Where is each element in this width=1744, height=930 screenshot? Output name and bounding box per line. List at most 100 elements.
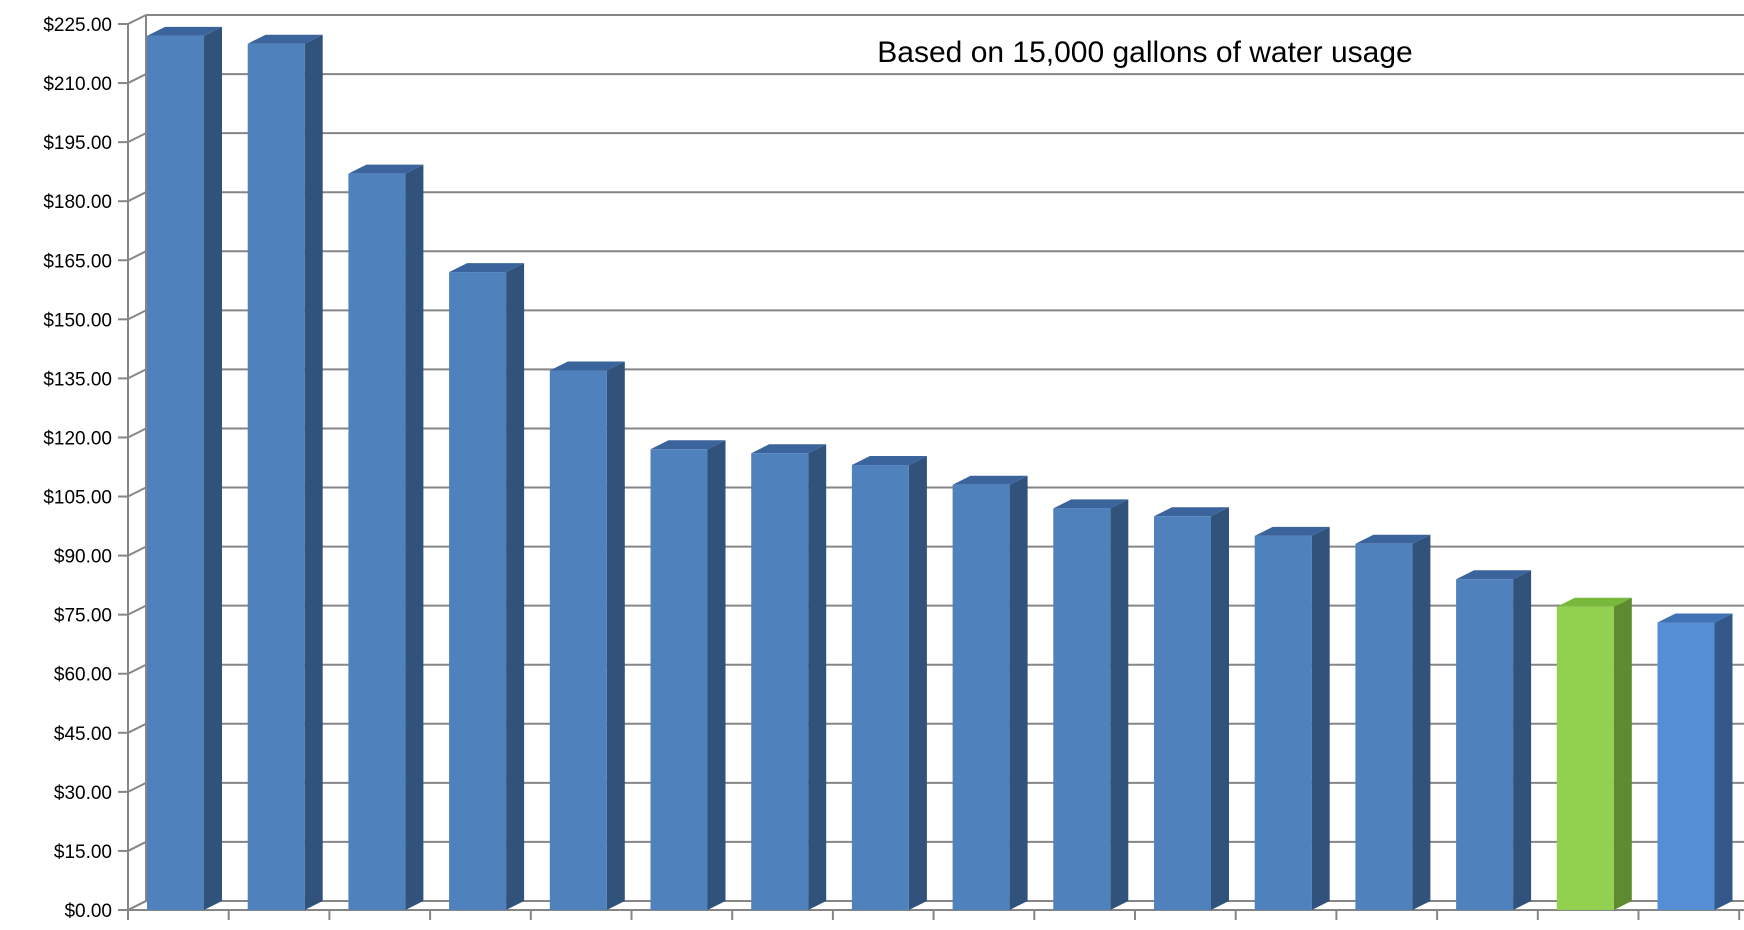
bar-top [449, 263, 525, 273]
bar-front [1355, 543, 1413, 910]
bar-top [1355, 534, 1431, 544]
y-tick-label: $210.00 [43, 74, 112, 95]
bar-top [751, 444, 827, 454]
bar-side [1009, 475, 1028, 910]
bar-side [304, 34, 323, 910]
bar [549, 361, 625, 911]
bar-top [650, 440, 726, 450]
y-tick-label: $105.00 [43, 488, 112, 509]
bar-top [147, 26, 222, 36]
gridline-connector [127, 250, 147, 262]
bar-side [908, 456, 927, 910]
y-tick-label: $90.00 [54, 547, 112, 568]
bar [1355, 534, 1431, 910]
bar [650, 440, 726, 910]
bar-front [952, 484, 1010, 910]
bar-top [952, 475, 1028, 485]
gridline-connector [127, 368, 147, 380]
bar-top [1456, 570, 1532, 580]
bar-front [851, 465, 909, 910]
gridline-connector [127, 545, 147, 557]
bar [1254, 526, 1330, 910]
bar-side [707, 440, 726, 910]
bar [1556, 597, 1632, 910]
bar-front [348, 173, 406, 910]
gridline-connector [127, 73, 147, 84]
bar-front [549, 370, 607, 911]
bar [147, 26, 222, 910]
y-tick-label: $30.00 [54, 783, 112, 804]
bar-front [1254, 535, 1312, 910]
bar [952, 475, 1028, 910]
bar-side [808, 444, 827, 910]
bar-front [147, 35, 204, 910]
floor-edge [127, 900, 147, 911]
bar [449, 263, 525, 911]
gridline-connector [127, 486, 147, 498]
bar-side [204, 26, 222, 910]
y-tick-label: $45.00 [54, 724, 112, 745]
gridline-connector [127, 132, 147, 144]
y-tick-label: $195.00 [43, 133, 112, 154]
bar [1154, 507, 1229, 910]
gridline-connector [127, 841, 147, 852]
bar-top [348, 164, 424, 174]
bar-top [1657, 613, 1733, 623]
bar-top [1556, 597, 1632, 607]
bar [1456, 570, 1532, 910]
y-tick-label: $180.00 [43, 192, 112, 213]
y-tick-label: $150.00 [43, 310, 112, 331]
y-tick-label: $15.00 [54, 842, 112, 863]
gridline-connector [127, 191, 147, 203]
y-tick-label: $120.00 [43, 428, 112, 449]
chart-annotation: Based on 15,000 gallons of water usage [877, 36, 1412, 69]
gridline-connector [127, 14, 147, 25]
gridline-connector [127, 427, 147, 439]
bar-top [247, 34, 323, 44]
bar-side [1714, 613, 1733, 910]
bar-top [1254, 526, 1330, 536]
bar-side [1211, 507, 1229, 910]
bar-top [549, 361, 625, 371]
y-tick-label: $135.00 [43, 369, 112, 390]
y-tick-labels: $0.00 $15.00 $30.00 $45.00 $60.00 $75.00 $90.0… [43, 15, 112, 922]
gridline-connector [127, 663, 147, 675]
bar-front [1053, 508, 1111, 910]
bar-side [1412, 534, 1431, 910]
bar-side [1613, 597, 1632, 910]
bar-side [405, 164, 424, 910]
gridline-connector [127, 604, 147, 616]
y-tick-label: $0.00 [64, 901, 112, 922]
bar-side [606, 361, 625, 911]
y-tick-label: $75.00 [54, 606, 112, 627]
gridline-connector [127, 781, 147, 793]
y-tick-label: $165.00 [43, 251, 112, 272]
gridline-connector [127, 309, 147, 321]
bar-top [851, 456, 927, 466]
bar-side [506, 263, 525, 911]
bar-top [1154, 507, 1229, 517]
bar [1053, 499, 1129, 910]
bar [348, 164, 424, 910]
y-tick-label: $225.00 [43, 15, 112, 36]
bar-front [449, 272, 507, 911]
bar-front [751, 453, 809, 910]
bar-front [1657, 622, 1715, 910]
bar-side [1513, 570, 1532, 910]
bar [247, 34, 323, 910]
y-tick-label: $60.00 [54, 665, 112, 686]
bar-front [1456, 579, 1514, 910]
gridline-connector [127, 722, 147, 734]
bar-side [1110, 499, 1129, 910]
bar-front [1556, 606, 1614, 910]
bar-side [1311, 526, 1330, 910]
bar-front [1154, 516, 1211, 910]
bar [1657, 613, 1733, 910]
bars [147, 26, 1733, 911]
bar-front [247, 43, 305, 910]
bar-front [650, 449, 708, 910]
bar [751, 444, 827, 910]
bar [851, 456, 927, 910]
